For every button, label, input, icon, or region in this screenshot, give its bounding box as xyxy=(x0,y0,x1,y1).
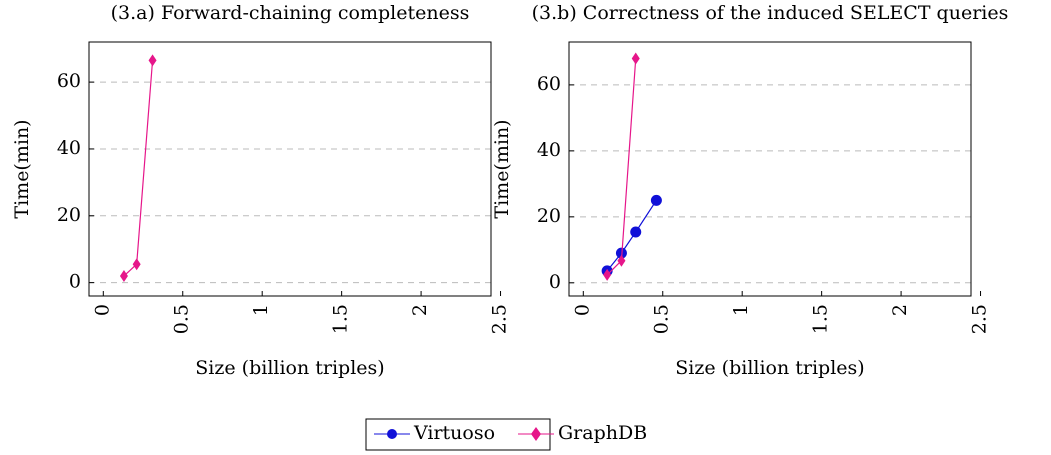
point xyxy=(148,54,157,67)
x-tick-label: 2 xyxy=(889,304,911,316)
y-tick-label: 0 xyxy=(549,271,561,293)
x-tick-label: 0 xyxy=(571,304,593,316)
plot-frame xyxy=(568,41,972,297)
y-axis-label: Time(min) xyxy=(491,119,513,218)
x-tick-label: 1 xyxy=(730,304,752,316)
y-tick-label: 0 xyxy=(69,271,81,293)
legend-label: GraphDB xyxy=(558,422,647,444)
chart-title: (3.b) Correctness of the induced SELECT … xyxy=(532,2,1009,24)
legend-marker xyxy=(387,429,397,439)
point xyxy=(630,226,642,238)
x-axis-label: Size (billion triples) xyxy=(195,357,384,379)
x-tick-label: 1.5 xyxy=(810,304,832,334)
series-line xyxy=(606,58,637,276)
x-tick-label: 2.5 xyxy=(969,304,991,334)
y-tick-label: 60 xyxy=(57,70,81,92)
legend-marker xyxy=(531,427,541,441)
y-tick-label: 60 xyxy=(537,73,561,95)
series-line xyxy=(123,60,154,277)
y-tick-label: 20 xyxy=(537,205,561,227)
y-tick-label: 20 xyxy=(57,204,81,226)
y-axis-label: Time(min) xyxy=(11,119,33,218)
point xyxy=(603,268,612,281)
x-axis-label: Size (billion triples) xyxy=(675,357,864,379)
point xyxy=(617,254,626,267)
point xyxy=(650,194,662,206)
x-tick-label: 2 xyxy=(409,304,431,316)
chart-title: (3.a) Forward-chaining completeness xyxy=(111,2,470,24)
x-tick-label: 0.5 xyxy=(651,304,673,334)
point xyxy=(132,258,141,271)
x-tick-label: 0 xyxy=(91,304,113,316)
point xyxy=(631,52,640,65)
plot-frame xyxy=(88,41,492,297)
x-tick-label: 2.5 xyxy=(489,304,511,334)
y-tick-label: 40 xyxy=(57,137,81,159)
legend-label: Virtuoso xyxy=(413,422,495,444)
x-tick-label: 0.5 xyxy=(171,304,193,334)
x-tick-label: 1.5 xyxy=(330,304,352,334)
series-line xyxy=(606,200,657,272)
y-tick-label: 40 xyxy=(537,139,561,161)
point xyxy=(119,269,128,282)
x-tick-label: 1 xyxy=(250,304,272,316)
